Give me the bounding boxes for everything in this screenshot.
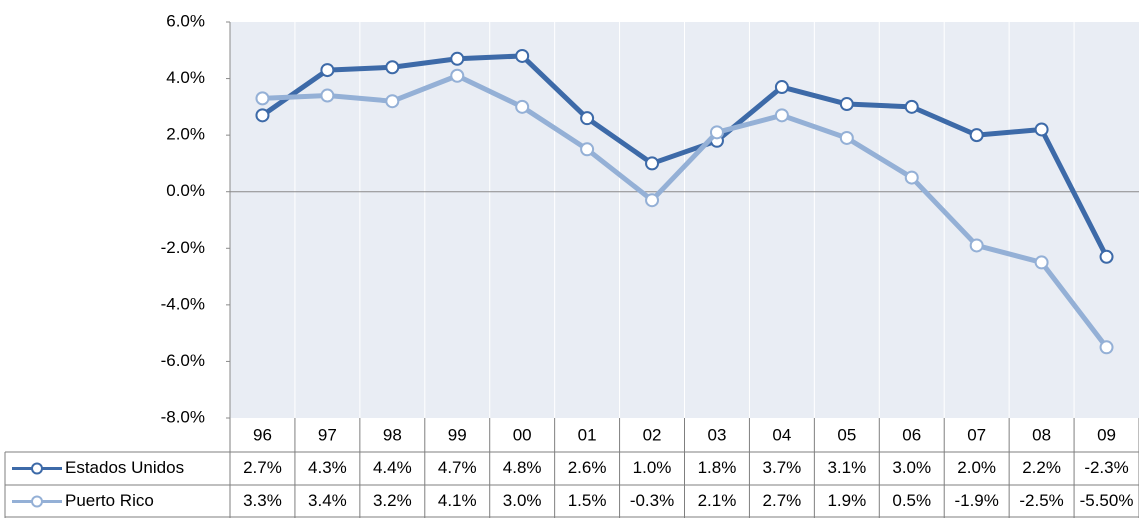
point xyxy=(774,80,789,95)
y-tick-label: -6.0% xyxy=(161,351,205,370)
y-tick-label: 0.0% xyxy=(166,181,205,200)
point xyxy=(320,88,335,103)
table-value: -0.3% xyxy=(630,491,674,510)
table-value: 0.5% xyxy=(892,491,931,510)
y-tick-label: 2.0% xyxy=(166,125,205,144)
legend-label: Estados Unidos xyxy=(65,458,184,477)
point xyxy=(450,68,465,83)
table-value: 1.8% xyxy=(698,458,737,477)
point xyxy=(904,170,919,185)
point xyxy=(774,108,789,123)
x-tick-label: 01 xyxy=(578,425,597,444)
x-tick-label: 97 xyxy=(318,425,337,444)
series-line xyxy=(261,53,1109,258)
table-value: 4.3% xyxy=(308,458,347,477)
x-tick-label: 00 xyxy=(513,425,532,444)
x-tick-label: 96 xyxy=(253,425,272,444)
table-value: 4.8% xyxy=(503,458,542,477)
point xyxy=(385,60,400,75)
point xyxy=(320,63,335,78)
x-tick-label: 02 xyxy=(643,425,662,444)
x-tick-label: 06 xyxy=(902,425,921,444)
table-value: 3.3% xyxy=(243,491,282,510)
x-tick-label: 99 xyxy=(448,425,467,444)
table-value: 3.4% xyxy=(308,491,347,510)
table-value: 2.1% xyxy=(698,491,737,510)
table-value: -1.9% xyxy=(954,491,998,510)
point xyxy=(709,125,724,140)
table-value: 3.2% xyxy=(373,491,412,510)
point xyxy=(645,156,660,171)
table-value: 4.7% xyxy=(438,458,477,477)
table-value: 4.1% xyxy=(438,491,477,510)
point xyxy=(255,91,270,106)
x-tick-label: 04 xyxy=(772,425,791,444)
point xyxy=(1034,255,1049,270)
point xyxy=(385,94,400,109)
point xyxy=(839,130,854,145)
point xyxy=(969,238,984,253)
table-value: -2.3% xyxy=(1084,458,1128,477)
x-tick-label: 05 xyxy=(837,425,856,444)
table-value: 2.7% xyxy=(763,491,802,510)
point xyxy=(515,48,530,63)
table-value: 2.0% xyxy=(957,458,996,477)
point xyxy=(1099,249,1114,264)
legend-label: Puerto Rico xyxy=(65,491,154,510)
table-value: 1.5% xyxy=(568,491,607,510)
x-tick-label: 98 xyxy=(383,425,402,444)
x-tick-label: 03 xyxy=(708,425,727,444)
table-value: -2.5% xyxy=(1019,491,1063,510)
x-tick-label: 09 xyxy=(1097,425,1116,444)
y-tick-label: -4.0% xyxy=(161,294,205,313)
point xyxy=(580,111,595,126)
point xyxy=(904,99,919,114)
table-value: 2.6% xyxy=(568,458,607,477)
point xyxy=(450,51,465,66)
y-tick-label: -8.0% xyxy=(161,407,205,426)
x-tick-label: 07 xyxy=(967,425,986,444)
point xyxy=(255,108,270,123)
legend-marker xyxy=(31,495,43,508)
y-tick-label: -2.0% xyxy=(161,238,205,257)
table-value: 3.0% xyxy=(503,491,542,510)
table-value: 1.0% xyxy=(633,458,672,477)
table-value: 2.2% xyxy=(1022,458,1061,477)
table-value: -5.50% xyxy=(1080,491,1134,510)
series-line xyxy=(262,73,1109,349)
y-tick-label: 6.0% xyxy=(166,11,205,30)
table-value: 3.1% xyxy=(827,458,866,477)
point xyxy=(969,128,984,143)
table-value: 3.0% xyxy=(892,458,931,477)
point xyxy=(839,97,854,112)
table-value: 4.4% xyxy=(373,458,412,477)
point xyxy=(580,142,595,157)
y-tick-label: 4.0% xyxy=(166,68,205,87)
table-value: 1.9% xyxy=(827,491,866,510)
point xyxy=(645,193,660,208)
point xyxy=(1099,340,1114,355)
point xyxy=(515,99,530,114)
legend-marker xyxy=(31,462,43,475)
table-value: 3.7% xyxy=(763,458,802,477)
x-tick-label: 08 xyxy=(1032,425,1051,444)
table-value: 2.7% xyxy=(243,458,282,477)
point xyxy=(1034,122,1049,137)
